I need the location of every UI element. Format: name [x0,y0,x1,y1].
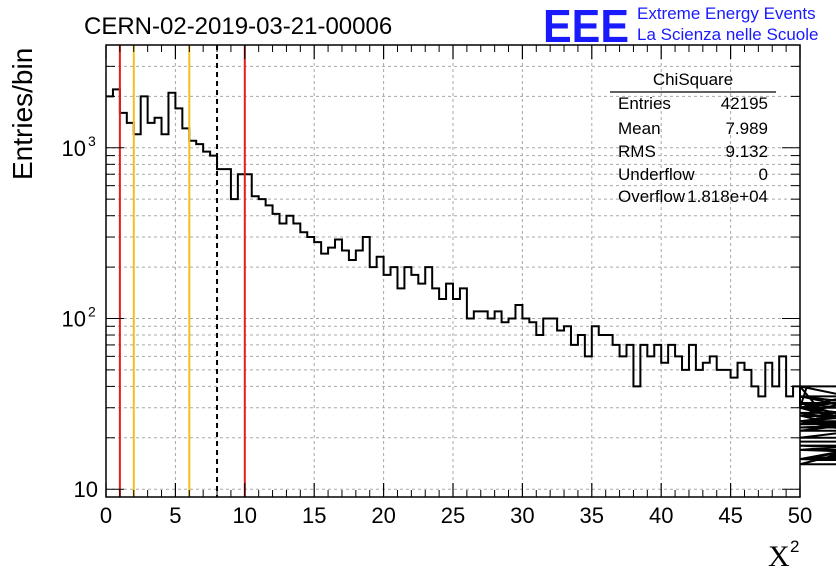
x-tick-label: 20 [371,503,395,528]
stats-value: 42195 [721,94,768,113]
y-tick-exponent: 2 [88,303,96,319]
stats-value: 7.989 [725,119,768,138]
x-tick-label: 15 [302,503,326,528]
stats-title: ChiSquare [653,70,733,89]
x-tick-label: 40 [649,503,673,528]
vertical-lines [118,45,246,497]
y-tick-label: 10 [62,136,86,161]
stats-value: 1.818e+04 [687,187,768,206]
x-tick-label: 0 [100,503,112,528]
stats-box: ChiSquare Entries 42195 Mean 7.989 RMS 9.132 U… [610,70,776,206]
chart-title: CERN-02-2019-03-21-00006 [84,13,392,40]
y-tick-label: 10 [74,477,98,502]
stats-value: 0 [759,165,768,184]
x-tick-label: 25 [441,503,465,528]
x-tick-label: 50 [788,503,812,528]
y-tick-label: 10 [62,306,86,331]
x-tick-labels: 0 5 10 15 20 25 30 35 40 45 50 [100,503,812,528]
x-axis-label: X 2 [768,537,799,572]
logo-line1: Extreme Energy Events [637,4,816,23]
stats-label: Overflow [618,187,686,206]
stats-rows: Entries 42195 Mean 7.989 RMS 9.132 Underflow 0 O… [618,94,768,206]
x-tick-label: 35 [580,503,604,528]
x-tick-label: 10 [233,503,257,528]
logo-line2: La Scienza nelle Scuole [637,25,818,44]
axis-ticks [105,44,801,498]
stats-label: RMS [618,142,656,161]
x-tick-label: 45 [718,503,742,528]
stats-label: Underflow [618,165,695,184]
x-tick-label: 5 [169,503,181,528]
histogram-series [106,88,836,466]
logo-text: EEE [543,0,629,52]
stats-label: Entries [618,94,671,113]
stats-value: 9.132 [725,142,768,161]
y-tick-base: 10 [62,306,86,331]
eee-logo: EEE Extreme Energy Events La Scienza nel… [543,0,818,52]
y-tick-exponent: 3 [88,133,96,149]
y-tick-base: 10 [62,136,86,161]
x-axis-label-main: X [768,540,790,572]
x-tick-label: 30 [510,503,534,528]
x-axis-label-superscript: 2 [790,537,799,556]
stats-label: Mean [618,119,661,138]
y-axis-label: Entries/bin [7,48,38,180]
